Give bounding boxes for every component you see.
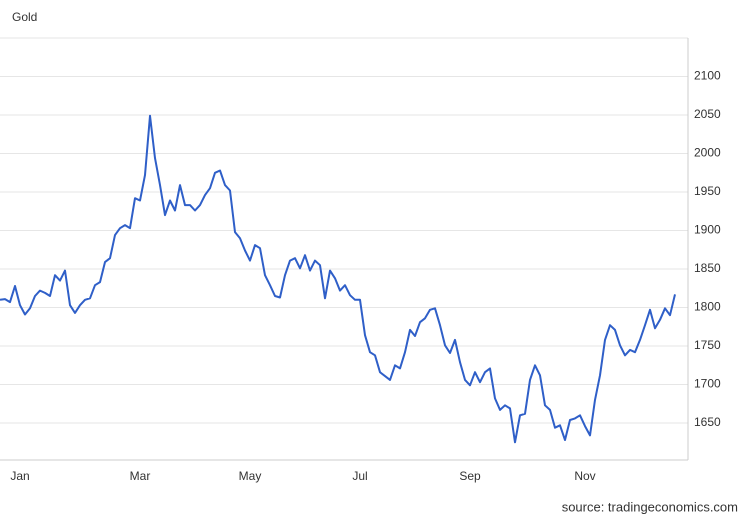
x-tick-label: Nov (574, 469, 595, 483)
source: source: tradingeconomics.com (562, 499, 738, 514)
x-tick-label: Jul (352, 469, 367, 483)
price-line (0, 114, 676, 444)
x-tick-label: Sep (459, 469, 481, 483)
chart-title: Gold (12, 10, 37, 24)
y-tick-label: 1850 (694, 261, 721, 275)
x-tick-label: Jan (10, 469, 29, 483)
y-tick-label: 1900 (694, 223, 721, 237)
x-tick-label: May (239, 469, 262, 483)
y-tick-label: 2000 (694, 146, 721, 160)
y-tick-label: 1650 (694, 415, 721, 429)
y-tick-label: 2100 (694, 69, 721, 83)
y-tick-label: 2050 (694, 107, 721, 121)
y-tick-label: 1950 (694, 184, 721, 198)
y-tick-label: 1750 (694, 338, 721, 352)
y-tick-label: 1800 (694, 300, 721, 314)
y-tick-label: 1700 (694, 377, 721, 391)
x-tick-label: Mar (130, 469, 151, 483)
